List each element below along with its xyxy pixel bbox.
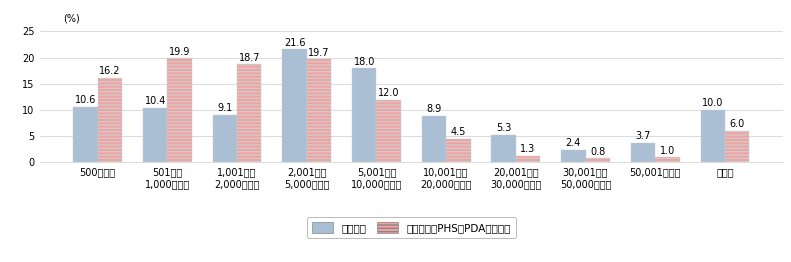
Bar xyxy=(143,108,168,162)
Bar xyxy=(446,139,471,162)
Bar xyxy=(282,49,307,162)
Bar xyxy=(655,157,679,162)
Text: 5.3: 5.3 xyxy=(496,123,511,133)
Text: 10.0: 10.0 xyxy=(702,99,724,108)
Text: 6.0: 6.0 xyxy=(729,119,744,129)
Bar xyxy=(701,110,725,162)
Text: 16.2: 16.2 xyxy=(99,66,121,76)
Text: 10.6: 10.6 xyxy=(75,95,97,105)
Bar xyxy=(168,58,191,162)
Text: 0.8: 0.8 xyxy=(590,147,605,157)
Bar xyxy=(377,100,401,162)
Text: 19.7: 19.7 xyxy=(308,48,330,58)
Legend: パソコン, 携帯電話（PHS・PDAを含む）: パソコン, 携帯電話（PHS・PDAを含む） xyxy=(307,217,516,238)
Bar xyxy=(516,156,540,162)
Text: (%): (%) xyxy=(63,14,80,24)
Bar xyxy=(307,59,331,162)
Text: 9.1: 9.1 xyxy=(218,103,233,113)
Bar xyxy=(352,68,377,162)
Text: 18.0: 18.0 xyxy=(354,57,375,67)
Text: 8.9: 8.9 xyxy=(426,104,441,114)
Text: 3.7: 3.7 xyxy=(635,132,651,141)
Text: 2.4: 2.4 xyxy=(566,138,581,148)
Text: 10.4: 10.4 xyxy=(145,96,166,106)
Text: 19.9: 19.9 xyxy=(169,47,191,57)
Text: 4.5: 4.5 xyxy=(451,127,466,137)
Bar xyxy=(422,116,446,162)
Bar xyxy=(491,135,516,162)
Bar xyxy=(213,115,237,162)
Bar xyxy=(631,143,655,162)
Text: 21.6: 21.6 xyxy=(284,38,305,48)
Text: 1.3: 1.3 xyxy=(520,144,536,154)
Text: 12.0: 12.0 xyxy=(378,88,399,98)
Text: 1.0: 1.0 xyxy=(660,146,675,156)
Bar xyxy=(74,107,98,162)
Bar xyxy=(237,64,262,162)
Bar xyxy=(725,131,749,162)
Bar xyxy=(98,78,122,162)
Bar xyxy=(585,158,610,162)
Text: 18.7: 18.7 xyxy=(239,53,260,63)
Bar xyxy=(561,150,585,162)
